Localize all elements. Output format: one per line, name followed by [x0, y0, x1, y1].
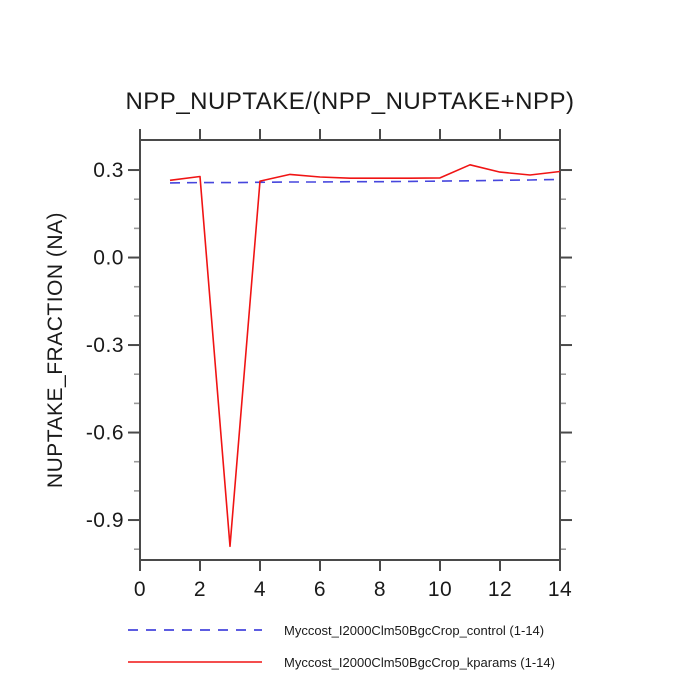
x-tick-label: 8: [374, 578, 386, 601]
legend-line-control-dashed: [128, 629, 262, 631]
x-tick-label: 0: [134, 578, 146, 601]
series-line-control: [169, 178, 561, 184]
legend-label-kparams: Myccost_I2000Clm50BgcCrop_kparams (1-14): [284, 654, 555, 670]
y-tick-label: -0.3: [86, 334, 124, 357]
y-tick-label: 0.0: [93, 247, 124, 270]
legend-item-control: Myccost_I2000Clm50BgcCrop_control (1-14): [127, 621, 544, 639]
x-tick-label: 4: [254, 578, 266, 601]
x-tick-label: 14: [548, 578, 572, 601]
series-line-kparams: [169, 164, 561, 548]
x-tick-label: 12: [488, 578, 512, 601]
x-tick-label: 10: [428, 578, 452, 601]
x-tick-label: 6: [314, 578, 326, 601]
chart-title: NPP_NUPTAKE/(NPP_NUPTAKE+NPP): [125, 88, 575, 115]
legend-line-kparams-solid: [128, 661, 262, 663]
x-tick-label: 2: [194, 578, 206, 601]
legend-label-control: Myccost_I2000Clm50BgcCrop_control (1-14): [284, 622, 545, 638]
y-tick-label: -0.6: [86, 422, 124, 445]
y-tick-label: -0.9: [86, 509, 124, 532]
legend-item-kparams: Myccost_I2000Clm50BgcCrop_kparams (1-14): [127, 653, 555, 671]
plot-frame: [139, 139, 561, 561]
y-tick-label: 0.3: [93, 159, 124, 182]
